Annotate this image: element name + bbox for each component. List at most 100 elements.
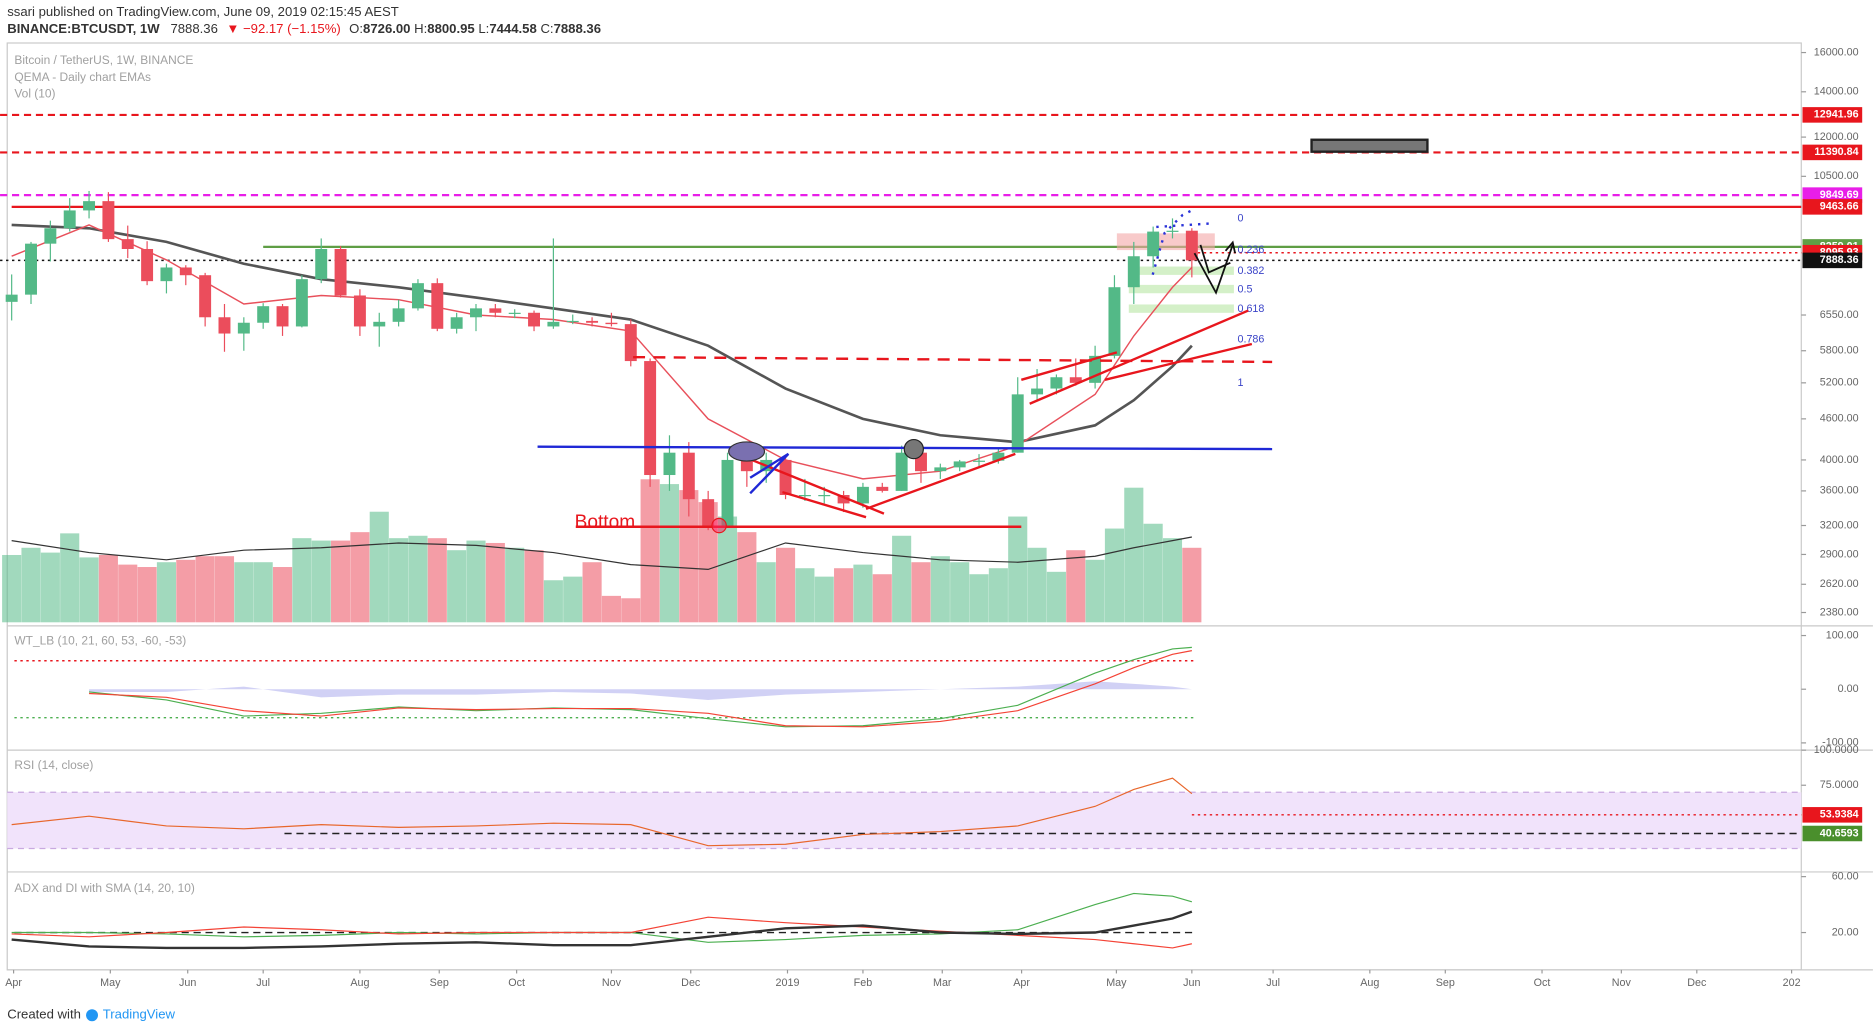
candle-body <box>392 308 405 322</box>
candle-body <box>102 201 115 240</box>
volume-bar <box>427 538 447 623</box>
c-key: C: <box>540 21 553 36</box>
candle-body <box>83 201 96 211</box>
y-tick-label: 4600.00 <box>1820 413 1859 425</box>
candle-body <box>547 321 560 327</box>
y-tick-label: 75.0000 <box>1820 779 1859 791</box>
x-tick-label: 202 <box>1783 977 1801 989</box>
volume-bar <box>292 538 312 623</box>
fib-label: 1 <box>1238 377 1244 389</box>
marker <box>728 441 766 462</box>
price-tag-label: 11390.84 <box>1814 146 1858 158</box>
volume-bar <box>369 511 389 623</box>
volume-bar <box>272 567 293 623</box>
candle-body <box>199 275 212 318</box>
x-tick-label: Jul <box>256 977 270 989</box>
volume-bar <box>892 535 912 623</box>
rsi-band <box>7 792 1802 849</box>
y-tick-label: 100.00 <box>1826 629 1859 641</box>
volume-bar <box>331 540 351 623</box>
candle-body <box>508 312 521 314</box>
arrow-head <box>1224 240 1236 254</box>
volume-bar <box>2 554 22 623</box>
x-tick-label: Sep <box>1436 977 1455 989</box>
candle-body <box>856 486 869 504</box>
candle-body <box>218 317 231 334</box>
candle-body <box>605 322 618 325</box>
volume-bar <box>176 559 196 623</box>
volume-bar <box>853 564 873 623</box>
arrow <box>1193 244 1234 295</box>
footer-brand[interactable]: TradingView <box>103 1007 176 1022</box>
fib-zone <box>1128 284 1234 294</box>
volume-bar <box>601 595 621 623</box>
volume-bar <box>930 556 950 623</box>
volume-bar <box>118 564 138 623</box>
x-tick-label: Jun <box>1183 977 1200 989</box>
volume-bar <box>640 479 660 623</box>
trend-line <box>1020 351 1118 381</box>
volume-bar <box>311 540 331 623</box>
volume-bar <box>1182 547 1202 623</box>
y-tick-label: 60.00 <box>1832 870 1859 882</box>
candle-body <box>798 495 811 497</box>
fib-zone <box>1128 266 1234 275</box>
volume-bar <box>350 532 370 623</box>
volume-ma <box>11 536 1192 570</box>
indicator-line <box>11 892 1193 943</box>
y-tick-label: 0.00 <box>1838 683 1859 695</box>
volume-bar <box>911 562 931 623</box>
volume-bar <box>988 568 1008 623</box>
h-key: H: <box>414 21 427 36</box>
candle-body <box>257 306 270 323</box>
volume-bar <box>389 538 409 623</box>
y-tick-label: 10500.00 <box>1814 170 1859 182</box>
x-tick-label: Feb <box>854 977 873 989</box>
candle-body <box>179 267 192 276</box>
volume-bar <box>253 562 273 623</box>
candle-body <box>1147 231 1160 257</box>
price-tag-label: 9849.69 <box>1820 189 1859 201</box>
volume-bar <box>1085 559 1105 623</box>
symbol-line: BINANCE:BTCUSDT, 1W 7888.36 ▼ −92.17 (−1… <box>7 21 601 36</box>
candle-body <box>44 228 57 244</box>
y-tick-label: 6550.00 <box>1820 309 1859 321</box>
volume-bar <box>659 484 680 623</box>
volume-bar <box>1124 487 1144 623</box>
indicator-line <box>11 916 1192 949</box>
volume-bar <box>775 547 796 623</box>
value-tag <box>1802 825 1863 842</box>
volume-bar <box>466 540 486 623</box>
subtitle: QEMA - Daily chart EMAs <box>14 70 151 84</box>
trend-line <box>730 450 885 515</box>
candle-body <box>470 308 482 318</box>
fib-label: 0.786 <box>1238 333 1265 345</box>
volume-bar <box>543 580 563 623</box>
volume-bar <box>485 542 505 623</box>
x-tick-label: Dec <box>681 977 701 989</box>
volume-bar <box>679 490 699 623</box>
l-key: L: <box>478 21 489 36</box>
candle-body <box>953 461 966 468</box>
fib-label: 0.236 <box>1238 244 1265 256</box>
volume-bar <box>447 550 467 623</box>
volume-bar <box>156 562 176 623</box>
volume-bar <box>582 562 602 623</box>
candle-body <box>1089 355 1102 383</box>
triangle <box>749 452 790 495</box>
volume-bar <box>1162 538 1183 623</box>
candle-body <box>160 267 173 282</box>
candle-body <box>1011 394 1024 453</box>
price-tag <box>1802 199 1863 215</box>
x-tick-label: Jul <box>1266 977 1280 989</box>
trend-line <box>1029 309 1249 405</box>
fib-label: 0.5 <box>1238 284 1253 296</box>
indicator-area <box>89 681 1192 700</box>
volume-bar <box>621 598 641 623</box>
h-value: 8800.95 <box>427 21 474 36</box>
trend-line <box>865 452 1016 510</box>
price-tag <box>1802 252 1863 269</box>
candle-body <box>721 459 734 526</box>
volume-bar <box>21 547 41 623</box>
volume-bar <box>1008 516 1028 623</box>
